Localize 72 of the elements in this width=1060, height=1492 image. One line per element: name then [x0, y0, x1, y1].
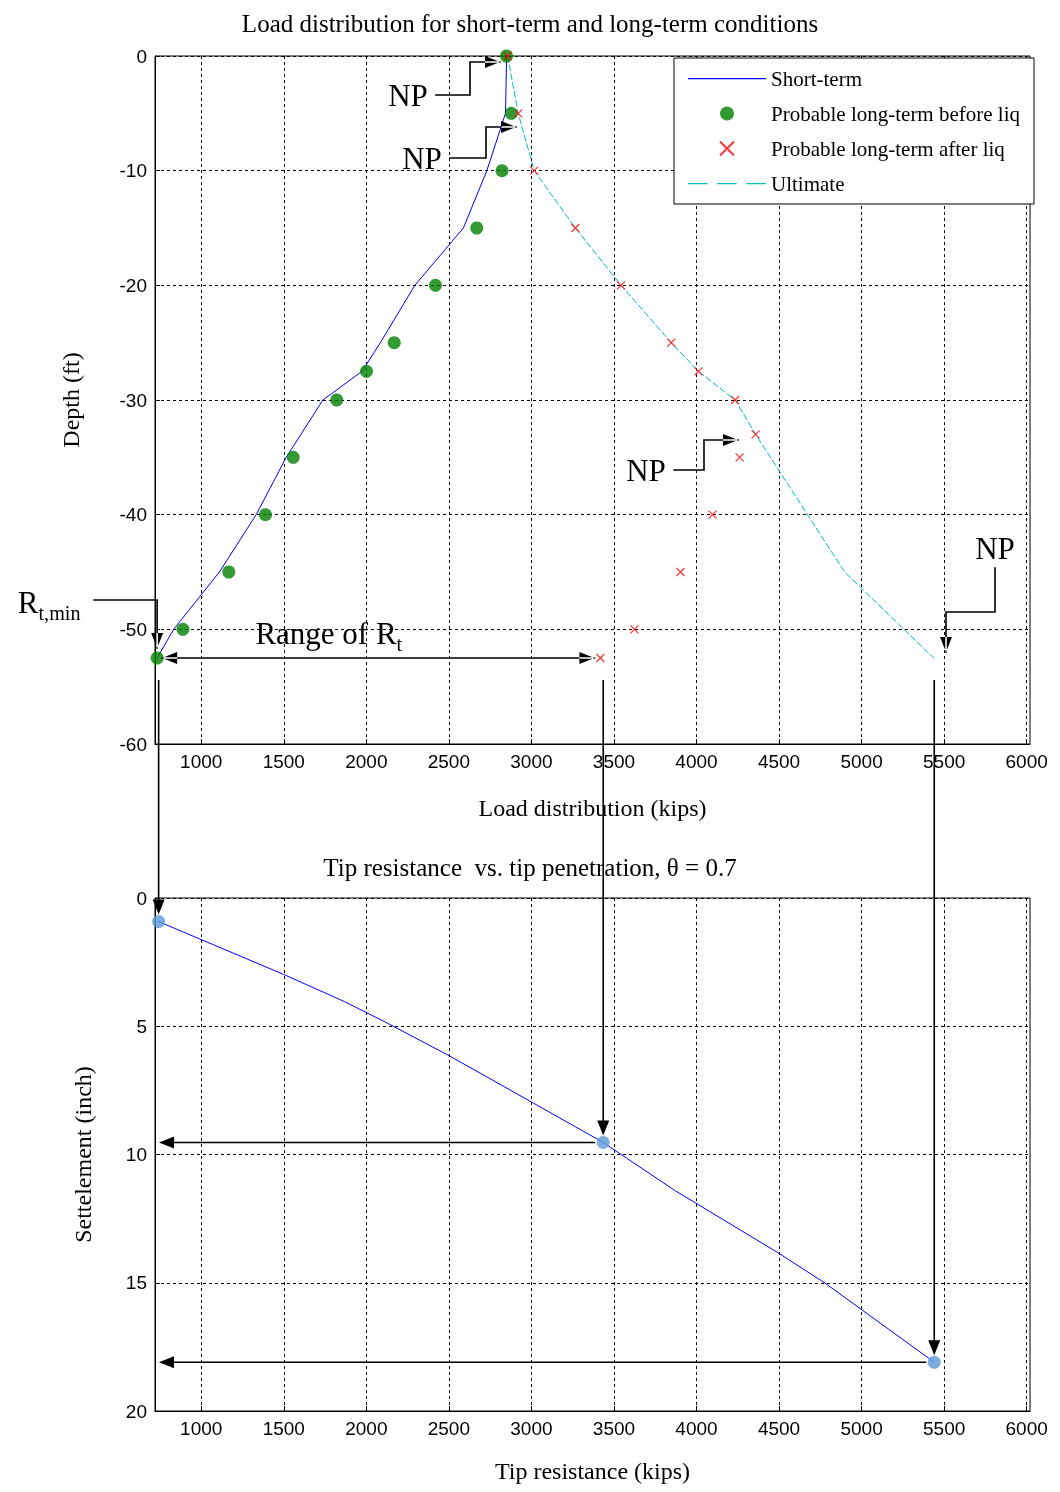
point [751, 429, 761, 439]
x-tick-label: 6000 [1005, 751, 1048, 772]
annotation: NP [626, 452, 666, 488]
y-tick-label: -60 [119, 733, 147, 755]
y-axis-title: Depth (ft) [58, 352, 84, 448]
point [360, 364, 373, 378]
x-tick-label: 4500 [757, 1418, 801, 1439]
x-tick-label: 5000 [840, 751, 883, 772]
point [693, 366, 704, 376]
x-tick-label: 3500 [592, 1418, 636, 1439]
point [429, 278, 442, 292]
point [595, 653, 606, 663]
x-tick-label: 2000 [345, 751, 388, 772]
point [707, 510, 718, 520]
annotation: NP [388, 77, 428, 113]
legend-label: Ultimate [770, 171, 845, 196]
point [629, 624, 640, 634]
point [666, 338, 676, 348]
y-tick-label: -10 [119, 160, 147, 182]
y-axis-title: Settelement (inch) [70, 1066, 96, 1243]
x-tick-label: 3000 [510, 751, 553, 772]
point [596, 1135, 610, 1149]
annotation: R$_{t,min}$ [17, 584, 81, 625]
y-tick-label: 0 [136, 887, 147, 909]
y-tick-label: 15 [125, 1272, 147, 1294]
y-tick-label: 0 [136, 45, 147, 67]
y-tick-label: -50 [119, 618, 147, 640]
annotation: NP [975, 530, 1015, 566]
x-tick-label: 1000 [180, 1418, 223, 1439]
point [152, 915, 166, 929]
x-axis-title: Tip resistance (kips) [494, 1458, 691, 1484]
y-tick-label: 5 [136, 1015, 147, 1037]
point [258, 508, 272, 522]
x-tick-label: 2500 [427, 1418, 471, 1439]
point [222, 565, 236, 579]
point [675, 567, 686, 577]
point [927, 1355, 941, 1369]
point [387, 336, 401, 350]
x-tick-label: 6000 [1005, 1418, 1048, 1439]
chart-title: Load distribution for short-term and long-term conditions [241, 10, 819, 37]
x-tick-label: 1500 [262, 1418, 305, 1439]
legend-label: Short-term [770, 66, 862, 91]
x-tick-label: 5500 [923, 1418, 966, 1439]
y-tick-label: -20 [119, 274, 147, 296]
point [735, 452, 745, 462]
legend-label: Probable long-term after liq [770, 136, 1006, 161]
annotation: NP [402, 140, 442, 176]
x-tick-label: 1000 [180, 751, 223, 772]
point [570, 223, 580, 233]
point [286, 450, 300, 464]
x-tick-label: 5000 [840, 1418, 883, 1439]
x-tick-label: 2500 [427, 751, 471, 772]
point [495, 164, 509, 178]
x-tick-label: 2000 [345, 1418, 388, 1439]
point [730, 395, 740, 405]
point [529, 166, 539, 176]
point [330, 393, 344, 407]
point [616, 280, 626, 290]
point [513, 108, 523, 118]
x-tick-label: 4500 [757, 751, 801, 772]
y-tick-label: 10 [125, 1144, 147, 1165]
point [176, 622, 190, 636]
y-tick-label: -40 [119, 504, 147, 526]
point [470, 221, 484, 235]
legend-label: Probable long-term before liq [770, 101, 1021, 126]
x-tick-label: 3000 [510, 1418, 553, 1439]
y-tick-label: 20 [125, 1400, 147, 1422]
point [150, 651, 164, 665]
y-tick-label: -30 [119, 389, 147, 411]
x-tick-label: 1500 [262, 751, 305, 772]
x-tick-label: 4000 [675, 1418, 718, 1439]
x-tick-label: 4000 [675, 751, 718, 772]
